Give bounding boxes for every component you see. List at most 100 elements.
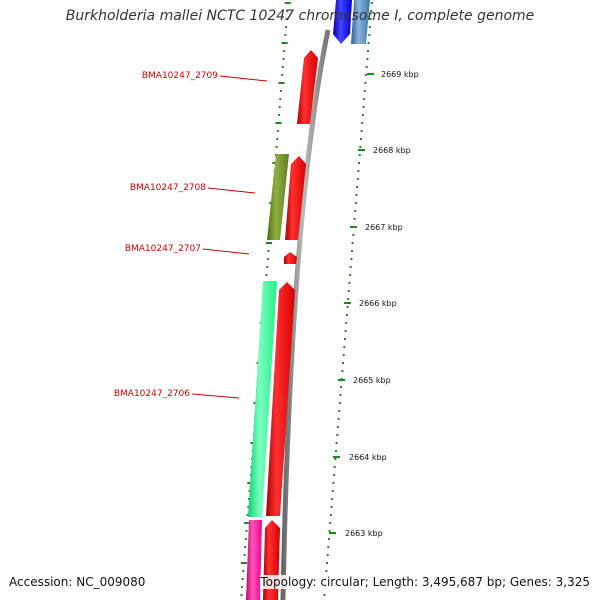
ruler-label-2669: 2669 kbp xyxy=(381,70,419,79)
ruler-tick xyxy=(326,562,328,564)
ruler-tick xyxy=(352,234,355,236)
ruler-tick xyxy=(276,138,279,140)
ruler-tick xyxy=(240,594,243,596)
ruler-tick xyxy=(267,250,270,252)
gene-magenta-bottom[interactable] xyxy=(246,520,262,600)
ruler-label-2663: 2663 kbp xyxy=(345,529,383,538)
ruler-tick xyxy=(328,530,331,532)
ruler-tick xyxy=(242,570,245,572)
ruler-tick xyxy=(248,498,250,500)
ruler-tick xyxy=(266,242,272,244)
ruler-tick xyxy=(247,506,250,508)
ruler-tick xyxy=(285,18,288,20)
ruler-labels: 2669 kbp 2668 kbp 2667 kbp 2666 kbp 2665… xyxy=(345,70,419,538)
ruler-tick xyxy=(370,2,373,4)
ruler-tick xyxy=(281,74,284,76)
ruler-tick xyxy=(281,66,284,68)
ruler-tick xyxy=(275,122,282,124)
ruler-tick xyxy=(359,146,362,148)
chromosome-backbone xyxy=(280,29,331,600)
ruler-tick xyxy=(266,266,269,268)
gene-steel[interactable] xyxy=(351,0,370,44)
ruler-tick xyxy=(245,530,248,532)
ruler-tick xyxy=(367,42,370,44)
ruler-tick xyxy=(348,282,351,284)
ruler-tick xyxy=(358,154,361,156)
ruler-tick xyxy=(365,74,368,76)
ruler-tick xyxy=(354,202,357,204)
ruler-tick xyxy=(278,106,281,108)
ruler-tick xyxy=(341,370,344,372)
gene-bma10247-2707[interactable] xyxy=(284,252,297,264)
ruler-tick xyxy=(356,186,359,188)
ruler-tick xyxy=(241,578,244,580)
ruler-tick xyxy=(349,266,352,268)
ruler-tick xyxy=(279,98,282,100)
gene-label-2708[interactable]: BMA10247_2708 xyxy=(130,183,206,193)
leader-line-2706 xyxy=(191,393,240,399)
ruler-tick xyxy=(248,490,251,492)
ruler-tick xyxy=(344,338,346,340)
ruler-tick xyxy=(266,258,269,260)
ruler-tick xyxy=(363,98,366,100)
ruler-tick xyxy=(361,122,364,124)
ruler-tick xyxy=(363,90,366,92)
ruler-tick xyxy=(284,34,287,36)
gene-label-2706[interactable]: BMA10247_2706 xyxy=(114,389,190,399)
ruler-tick xyxy=(364,82,367,84)
gene-red-2708b[interactable] xyxy=(285,156,306,240)
ruler-tick xyxy=(329,514,332,516)
ruler-tick xyxy=(323,594,326,596)
ruler-tick xyxy=(351,250,353,252)
ruler-tick xyxy=(342,354,345,356)
ruler-tick xyxy=(339,394,342,396)
gene-bma10247-2706[interactable] xyxy=(248,281,277,517)
ruler-tick xyxy=(346,306,349,308)
ruler-tick xyxy=(243,554,246,556)
ruler-tick xyxy=(357,170,360,172)
ruler-tick xyxy=(326,554,329,556)
ruler-tick xyxy=(365,66,368,68)
gene-bma10247-2709[interactable] xyxy=(297,50,318,124)
ruler-tick xyxy=(241,586,244,588)
ruler-tick xyxy=(325,570,328,572)
ruler-tick xyxy=(336,434,339,436)
ruler-tick xyxy=(370,10,373,12)
leader-line-2709 xyxy=(219,75,268,82)
gene-label-2709[interactable]: BMA10247_2709 xyxy=(142,71,218,81)
ruler-label-2666: 2666 kbp xyxy=(359,299,397,308)
ruler-tick xyxy=(338,402,341,404)
leader-line-2707 xyxy=(202,248,250,255)
ruler-tick xyxy=(244,546,247,548)
ruler-tick xyxy=(279,90,282,92)
ruler-tick xyxy=(342,362,344,364)
ruler-tick xyxy=(335,450,337,452)
ruler-tick xyxy=(353,218,356,220)
ruler-tick xyxy=(265,274,268,276)
ruler-label-2664: 2664 kbp xyxy=(349,453,387,462)
gene-red-2706b[interactable] xyxy=(266,282,295,516)
ruler-tick xyxy=(328,538,330,540)
ruler-tick xyxy=(335,442,338,444)
gene-bma10247-2708[interactable] xyxy=(267,154,289,240)
ruler-label-2667: 2667 kbp xyxy=(365,223,403,232)
ruler-label-2665: 2665 kbp xyxy=(353,376,391,385)
gene-label-2707[interactable]: BMA10247_2707 xyxy=(125,244,201,254)
ruler-tick xyxy=(358,162,360,164)
ruler-tick xyxy=(354,210,357,212)
ruler-tick xyxy=(356,178,359,180)
gene-blue[interactable] xyxy=(333,0,352,44)
ruler-tick xyxy=(337,418,340,420)
ruler-tick xyxy=(336,426,339,428)
ruler-tick xyxy=(367,50,369,52)
leader-line-2708 xyxy=(207,187,256,194)
ruler-tick xyxy=(351,242,354,244)
ruler-tick xyxy=(345,322,348,324)
ruler-tick xyxy=(345,314,348,316)
ruler-tick xyxy=(334,458,337,460)
ruler-tick xyxy=(331,498,334,500)
ruler-tick xyxy=(347,298,350,300)
ruler-tick xyxy=(278,82,285,84)
ruler-tick xyxy=(338,410,341,412)
